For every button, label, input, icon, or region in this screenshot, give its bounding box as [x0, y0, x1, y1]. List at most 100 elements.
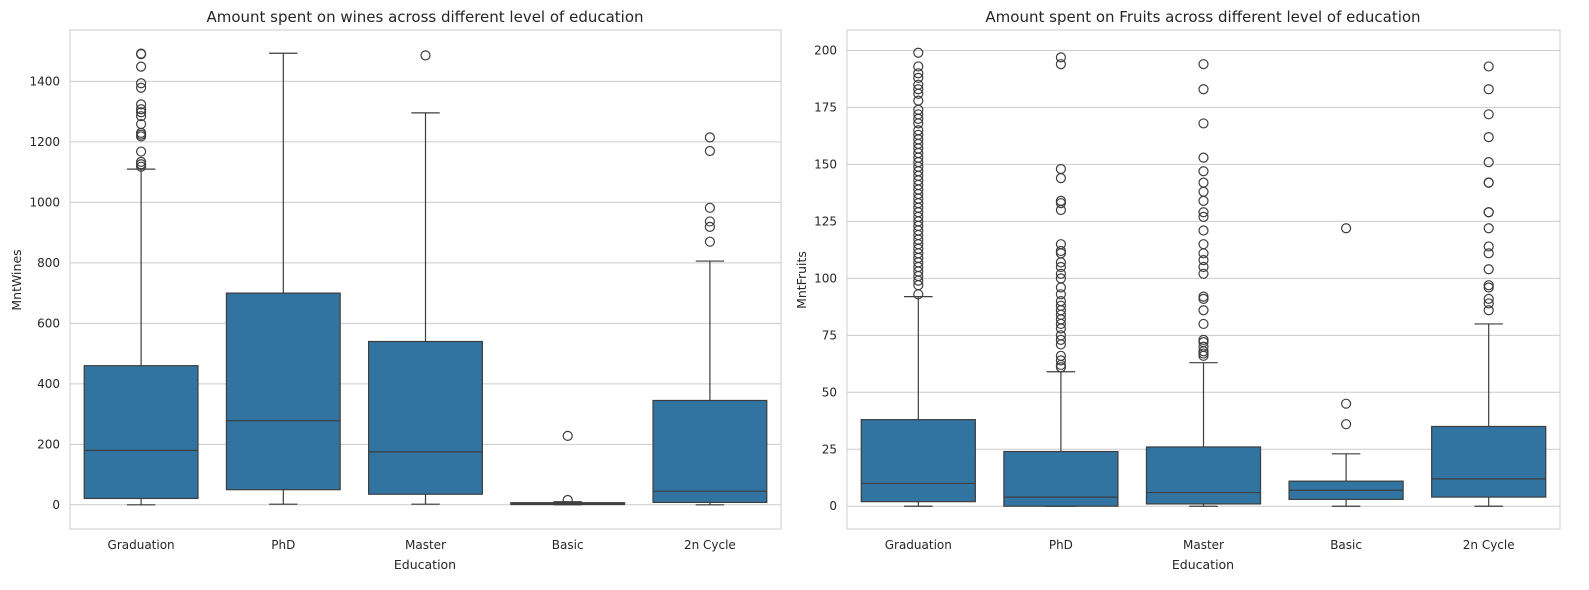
box-phd [1003, 52, 1119, 507]
iqr-box [368, 340, 483, 495]
iqr-box [83, 365, 199, 500]
outlier-point [1198, 195, 1209, 206]
outlier-point [136, 131, 147, 142]
outlier-point [1483, 293, 1494, 304]
y-tick-label: 25 [822, 442, 837, 456]
outlier-point [1198, 318, 1209, 330]
box-graduation [83, 48, 199, 506]
outlier-point [1483, 131, 1494, 143]
iqr-box [1145, 446, 1262, 505]
outlier-point [1483, 248, 1494, 259]
outlier-point [1055, 362, 1067, 373]
outlier-point [1340, 223, 1352, 234]
outlier-point [1340, 398, 1352, 409]
outlier-point [1483, 109, 1494, 120]
outlier-point [136, 111, 147, 122]
y-tick-label: 50 [822, 385, 837, 399]
x-tick-label: Graduation [108, 538, 175, 552]
outlier-point [913, 275, 924, 286]
outlier-point [913, 113, 924, 124]
outlier-point [1055, 173, 1067, 184]
outlier-point [136, 61, 147, 72]
y-tick-label: 175 [814, 100, 837, 114]
outlier-point [913, 84, 924, 95]
outlier-point [562, 430, 573, 441]
outlier-point [1198, 152, 1209, 163]
x-tick-label: Master [405, 538, 446, 552]
outlier-point [1198, 261, 1209, 273]
outlier-point [704, 216, 716, 227]
y-tick-label: 600 [37, 316, 60, 330]
outlier-point [704, 236, 716, 247]
box-master [1145, 59, 1262, 507]
y-tick-label: 0 [829, 499, 837, 513]
chart-title: Amount spent on wines across different l… [206, 8, 643, 26]
x-tick-label: Master [1183, 538, 1224, 552]
outlier-point [1483, 305, 1494, 316]
outlier-point [1198, 248, 1209, 259]
y-tick-label: 1400 [29, 74, 60, 88]
outlier-point [913, 47, 924, 58]
outlier-point [1055, 257, 1067, 268]
outlier-point [1055, 52, 1067, 63]
outlier-point [1055, 268, 1067, 279]
y-tick-label: 125 [814, 214, 837, 228]
outlier-point [1483, 157, 1494, 168]
outlier-point [136, 159, 147, 170]
outlier-point [913, 61, 924, 72]
y-tick-label: 200 [37, 437, 60, 451]
outlier-point [913, 72, 924, 83]
outlier-point [1198, 118, 1209, 129]
plot-area-frame [69, 29, 782, 530]
outlier-point [913, 68, 924, 79]
y-axis-label: MntWines [9, 249, 24, 310]
x-tick-label: 2n Cycle [1463, 538, 1515, 552]
x-tick-label: Graduation [885, 538, 952, 552]
y-tick-label: 150 [814, 157, 837, 171]
box-master [368, 50, 483, 505]
box-graduation [860, 47, 976, 507]
box-basic [510, 430, 626, 506]
outlier-point [1483, 241, 1494, 252]
y-tick-label: 400 [37, 377, 60, 391]
outlier-point [1483, 207, 1494, 218]
x-axis-label: Education [394, 557, 456, 572]
wines-boxplot-panel: Amount spent on wines across different l… [9, 8, 782, 572]
outlier-point [1198, 225, 1209, 236]
outlier-point [704, 132, 716, 143]
outlier-point [1198, 305, 1209, 316]
x-tick-label: PhD [271, 538, 295, 552]
outlier-point [136, 99, 147, 110]
outlier-point [1055, 282, 1067, 293]
outlier-point [1055, 59, 1067, 70]
outlier-point [136, 146, 147, 157]
outlier-point [1483, 298, 1494, 309]
outlier-point [913, 88, 924, 99]
box-2n-cycle [1431, 61, 1547, 507]
outlier-point [1483, 264, 1494, 275]
outlier-point [1055, 323, 1067, 334]
outlier-point [1055, 318, 1067, 330]
outlier-point [136, 82, 147, 93]
plot-area-frame [846, 29, 1561, 530]
outlier-point [1198, 268, 1209, 279]
outlier-point [913, 118, 924, 129]
outlier-point [704, 221, 716, 232]
outlier-point [1055, 261, 1067, 273]
outlier-point [1198, 84, 1209, 95]
x-tick-label: PhD [1049, 538, 1073, 552]
outlier-point [1198, 293, 1209, 304]
iqr-box [1431, 425, 1547, 498]
x-tick-label: Basic [1330, 538, 1362, 552]
outlier-point [136, 107, 147, 118]
y-tick-label: 1200 [29, 135, 60, 149]
outlier-point [1483, 282, 1494, 293]
outlier-point [1483, 61, 1494, 72]
fruits-boxplot-panel: Amount spent on Fruits across different … [794, 8, 1561, 572]
outlier-point [562, 494, 573, 506]
outlier-point [1483, 177, 1494, 188]
outlier-point [1055, 198, 1067, 209]
outlier-point [1055, 204, 1067, 216]
iqr-box [1003, 450, 1119, 507]
